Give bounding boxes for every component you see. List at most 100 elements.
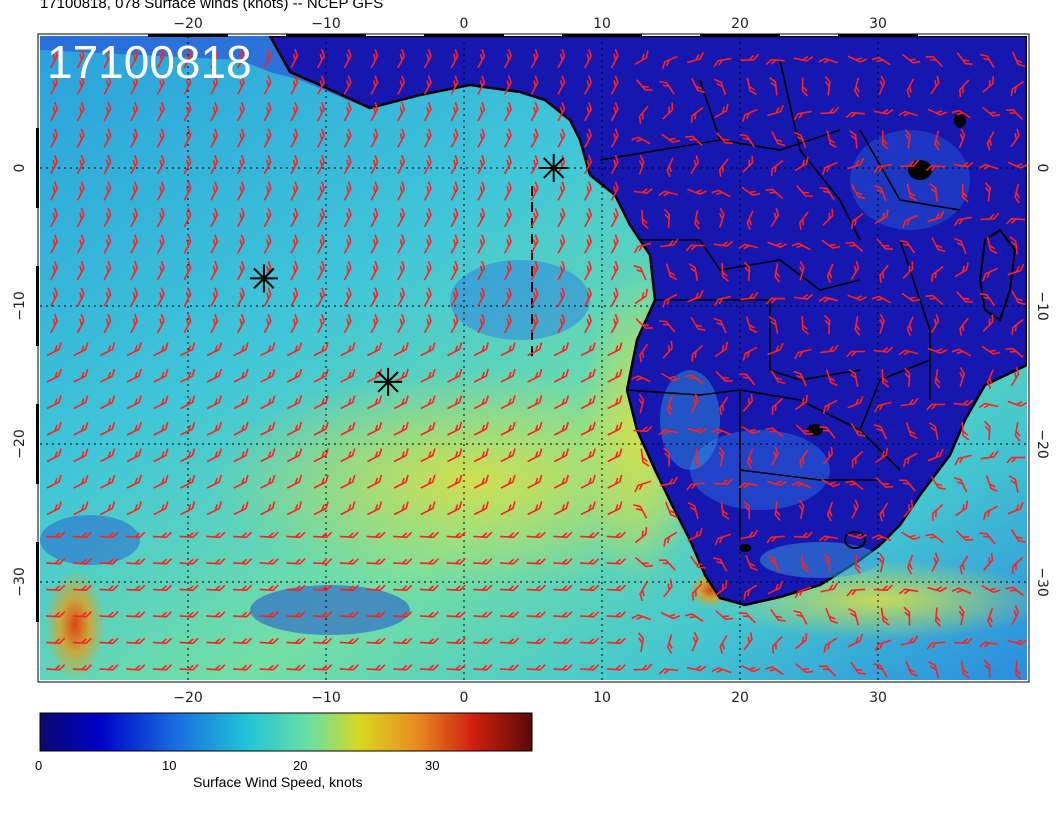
wind-barb [397,75,406,95]
wind-barb [661,372,681,382]
wind-barb [742,155,754,173]
wind-barb [873,423,888,440]
wind-barb [1005,586,1024,597]
wind-barb [420,474,436,489]
wind-barb [473,395,489,410]
wind-barb [317,287,326,307]
wind-barb [477,313,486,334]
wind-barb [343,313,352,334]
wind-barb [130,101,139,122]
wind-barb [635,557,654,568]
date-stamp: 17100818 [47,36,252,88]
wind-barb [798,261,805,281]
wind-barb [800,554,810,573]
wind-barb [580,584,600,592]
wind-barb [419,558,440,565]
wind-barb [606,637,626,645]
wind-barb [343,154,352,175]
wind-barb [76,260,85,281]
wind-barb [232,664,253,671]
wind-barb [126,395,142,410]
wind-barb [130,181,139,201]
wind-barb [801,77,809,97]
wind-barb [553,368,570,383]
wind-barb [126,342,142,357]
wind-barb [631,136,651,145]
wind-barb [774,263,781,283]
wind-barb [317,313,326,334]
wind-barb [206,584,226,592]
wind-barb [850,422,866,437]
wind-barb [503,128,512,148]
wind-barb [156,128,165,148]
colorbar-tick: 10 [162,758,177,773]
wind-barb [980,212,1000,221]
wind-barb [340,368,356,383]
wind-barb [746,210,754,231]
wind-barb [954,262,969,278]
wind-barb [340,342,356,357]
wind-barb [903,606,911,626]
wind-barb [557,48,566,69]
wind-barb [526,531,546,539]
wind-barb [801,316,810,335]
wind-barb [662,102,674,120]
wind-barb [851,499,859,519]
wind-barb [931,503,944,521]
wind-barb [740,291,759,301]
lon-tick-label: −10 [311,690,341,706]
wind-barb [982,106,1001,117]
wind-barb [606,664,626,671]
wind-barb [232,584,253,592]
wind-barb [637,632,644,652]
wind-barb [557,181,566,201]
wind-barb [286,474,303,489]
wind-barb [959,317,969,336]
wind-barb [317,207,326,228]
wind-barb [958,79,970,98]
wind-barb [767,580,783,595]
wind-barb [1011,605,1020,625]
wind-barb [821,239,841,249]
wind-barb [286,531,306,539]
wind-barb [631,375,651,383]
wind-barb [688,263,699,281]
wind-barb [206,474,222,489]
wind-barb [711,189,731,198]
wind-barb [580,342,596,357]
wind-barb [370,181,379,201]
wind-barb [99,611,119,618]
wind-barb [1005,217,1026,225]
wind-barb [954,454,972,466]
wind-barb [900,635,919,646]
wind-barb [1010,366,1020,387]
wind-barb [477,101,486,122]
wind-barb [793,370,808,387]
wind-barb [286,395,303,410]
wind-barb [103,234,112,254]
wind-barb [179,637,199,645]
wind-barb [660,238,679,248]
wind-barb [183,154,192,175]
wind-barb [153,474,169,489]
wind-barb [156,287,165,307]
wind-barb [793,293,814,300]
wind-barb [713,557,728,572]
wind-barb [636,79,653,91]
wind-barb [826,263,834,284]
wind-barb [130,313,139,334]
wind-barb [980,450,999,460]
wind-barb [263,48,272,69]
wind-barb [447,474,463,489]
wind-barb [419,637,440,645]
wind-barb [956,52,973,66]
wind-barb [423,287,432,307]
wind-barb [847,157,865,170]
wind-barb [473,611,493,618]
wind-barb [633,242,652,254]
wind-barb [450,260,459,281]
wind-barb [450,75,459,95]
wind-barb [771,131,786,147]
wind-barb [99,584,119,592]
wind-barb [263,101,272,122]
